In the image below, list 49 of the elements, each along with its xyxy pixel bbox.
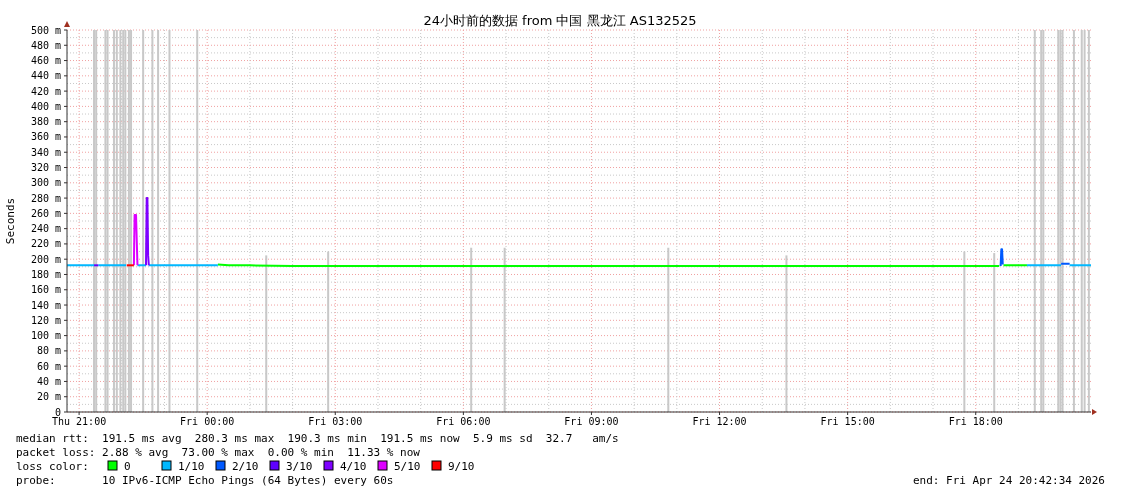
legend-label: 2/10 bbox=[232, 460, 259, 473]
y-tick-label: 340 m bbox=[30, 146, 61, 158]
y-tick-label: 220 m bbox=[30, 238, 61, 250]
y-tick-label: 500 m bbox=[30, 24, 61, 36]
text: packet loss: 2.88 % avg 73.00 % max 0.00 % min 11.33 % now bbox=[16, 446, 421, 459]
y-tick-label: 20 m bbox=[36, 391, 61, 403]
y-tick-label: 160 m bbox=[30, 284, 61, 296]
y-tick-label: 320 m bbox=[30, 162, 61, 174]
y-tick-label: 360 m bbox=[30, 131, 61, 143]
y-tick-label: 200 m bbox=[30, 253, 61, 265]
y-tick-label: 300 m bbox=[30, 177, 61, 189]
legend-label: 9/10 bbox=[448, 460, 475, 473]
x-tick-label: Fri 12:00 bbox=[692, 416, 747, 427]
legend-label: 4/10 bbox=[340, 460, 367, 473]
x-tick-label: Fri 03:00 bbox=[308, 416, 363, 427]
legend-label: 0 bbox=[124, 460, 131, 473]
text: median rtt: 191.5 ms avg 280.3 ms max 190.3 ms min 191.5 ms now 5.9 ms sd 32.7 am/s bbox=[16, 432, 619, 445]
text: probe: 10 IPv6-ICMP Echo Pings (64 Bytes) every 60s bbox=[16, 474, 394, 487]
y-tick-label: 280 m bbox=[30, 192, 61, 204]
y-tick-label: 420 m bbox=[30, 85, 61, 97]
bar bbox=[1080, 30, 1083, 412]
y-tick-label: 80 m bbox=[36, 345, 61, 357]
legend-label: 5/10 bbox=[394, 460, 421, 473]
y-tick-label: 100 m bbox=[30, 330, 61, 342]
x-tick-label: Thu 21:00 bbox=[52, 416, 107, 427]
legend-label: 3/10 bbox=[286, 460, 313, 473]
legend-label: 1/10 bbox=[178, 460, 205, 473]
chart-title: 24小时前的数据 from 中国 黑龙江 AS132525 bbox=[423, 13, 697, 28]
y-tick-label: 260 m bbox=[30, 207, 61, 219]
y-tick-label: 440 m bbox=[30, 70, 61, 82]
y-tick-label: 0 bbox=[54, 406, 61, 418]
y-tick-label: 60 m bbox=[36, 360, 61, 372]
y-tick-label: 480 m bbox=[30, 39, 61, 51]
y-tick-label: 460 m bbox=[30, 55, 61, 67]
x-tick-label: Fri 00:00 bbox=[180, 416, 235, 427]
y-tick-label: 380 m bbox=[30, 116, 61, 128]
text: end: Fri Apr 24 20:42:34 2026 bbox=[912, 474, 1105, 487]
x-tick-label: Fri 15:00 bbox=[820, 416, 875, 427]
y-tick-label: 180 m bbox=[30, 268, 61, 280]
y-tick-label: 240 m bbox=[30, 223, 61, 235]
x-tick-label: Fri 09:00 bbox=[564, 416, 619, 427]
x-tick-label: Fri 18:00 bbox=[948, 416, 1003, 427]
y-tick-label: 40 m bbox=[36, 375, 61, 387]
x-tick-label: Fri 06:00 bbox=[436, 416, 491, 427]
y-axis-title: Seconds bbox=[4, 197, 17, 245]
legend-title: loss color: bbox=[16, 460, 89, 473]
y-tick-label: 120 m bbox=[30, 314, 61, 326]
y-tick-label: 140 m bbox=[30, 299, 61, 311]
y-tick-label: 400 m bbox=[30, 100, 61, 112]
